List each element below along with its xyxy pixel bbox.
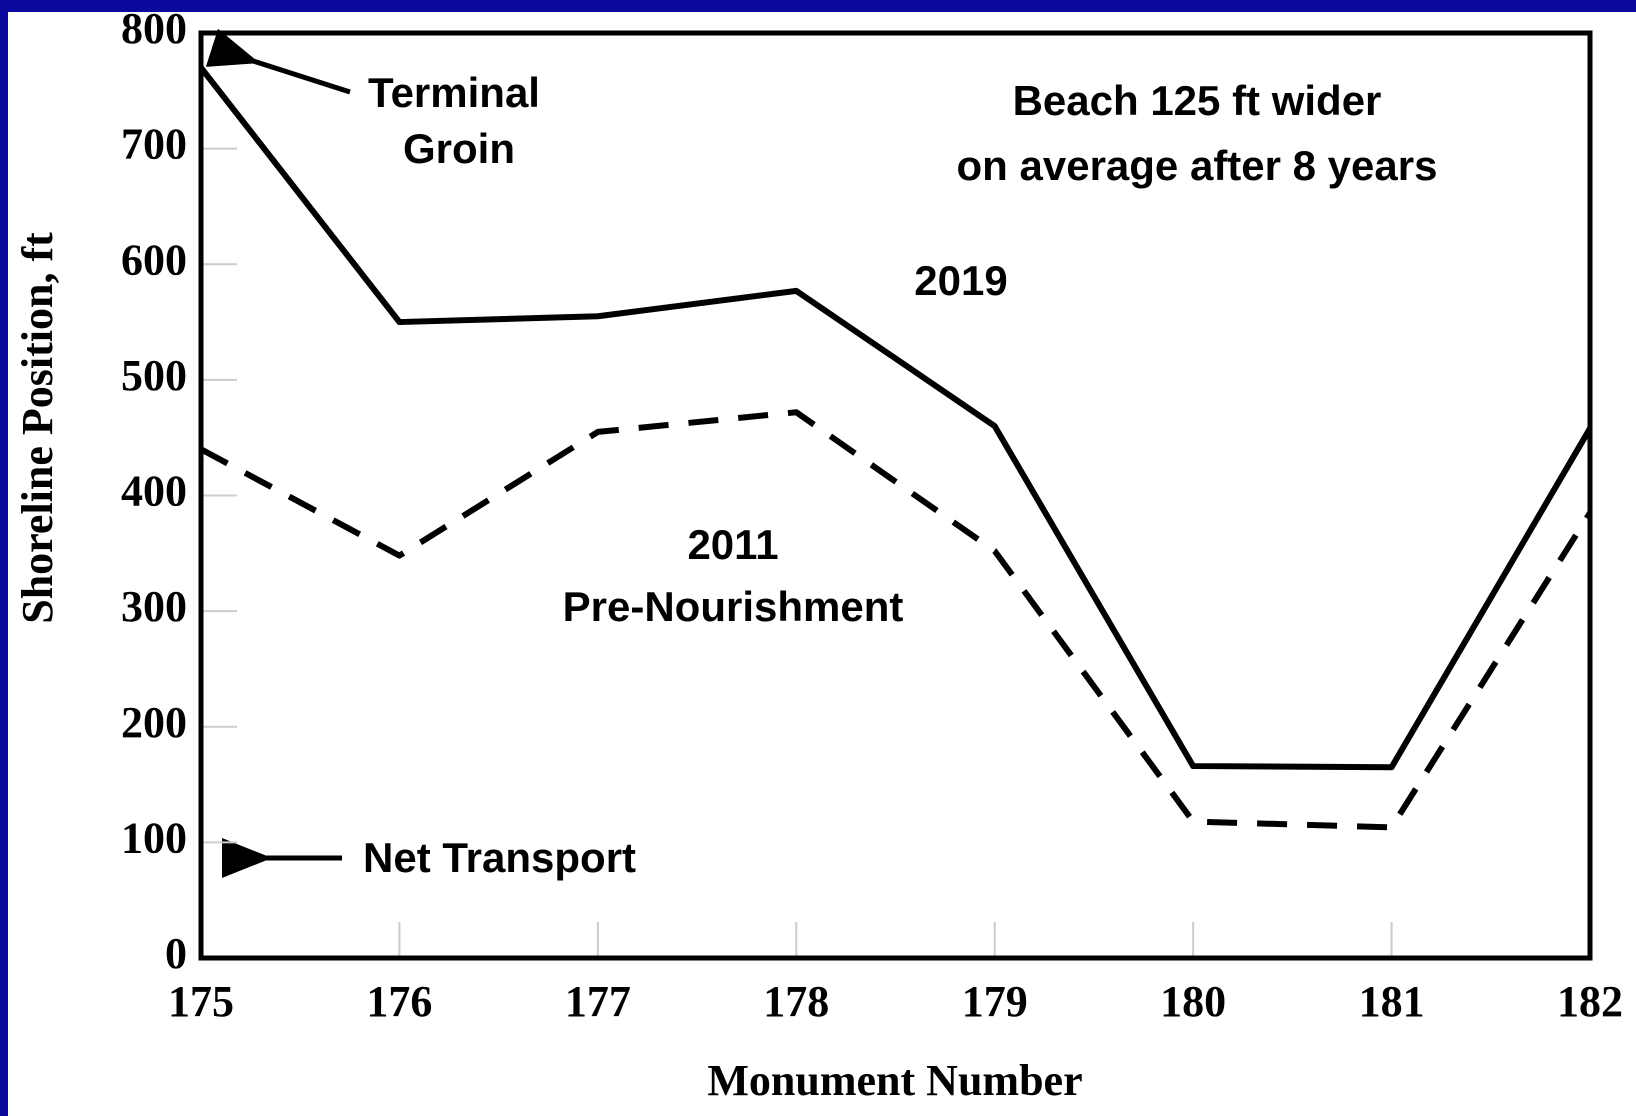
x-tick-label: 176 <box>366 977 432 1026</box>
plot-frame <box>198 30 1593 961</box>
y-axis-title: Shoreline Position, ft <box>13 232 62 624</box>
x-tick-label: 177 <box>565 977 631 1026</box>
x-tick-label: 178 <box>763 977 829 1026</box>
annotation: Groin <box>403 125 515 172</box>
y-tick-label: 300 <box>121 582 187 631</box>
x-tick-label: 175 <box>168 977 234 1026</box>
y-tick-label: 200 <box>121 698 187 747</box>
annotation: Beach 125 ft wider <box>1013 77 1382 124</box>
series-line <box>198 65 1593 771</box>
background <box>8 12 1636 1116</box>
annotation: Pre-Nourishment <box>563 583 904 630</box>
annotation: on average after 8 years <box>957 142 1438 189</box>
y-tick-label: 100 <box>121 813 187 862</box>
y-tick-label: 600 <box>121 235 187 284</box>
y-tick-label: 0 <box>165 929 187 978</box>
annotation: Terminal <box>368 69 540 116</box>
y-tick-label: 400 <box>121 467 187 516</box>
series-label: 2019 <box>914 257 1007 304</box>
annotation: Net Transport <box>363 834 636 881</box>
series-line <box>199 409 1593 831</box>
y-tick-label: 500 <box>121 351 187 400</box>
y-tick-label: 700 <box>121 120 187 169</box>
series-label: 2011 <box>687 521 778 568</box>
x-tick-label: 179 <box>962 977 1028 1026</box>
x-axis-title: Monument Number <box>707 1056 1082 1105</box>
x-tick-label: 180 <box>1160 977 1226 1026</box>
arrow <box>205 28 351 95</box>
x-tick-label: 182 <box>1557 977 1623 1026</box>
x-tick-label: 181 <box>1359 977 1425 1026</box>
y-tick-label: 800 <box>121 4 187 53</box>
